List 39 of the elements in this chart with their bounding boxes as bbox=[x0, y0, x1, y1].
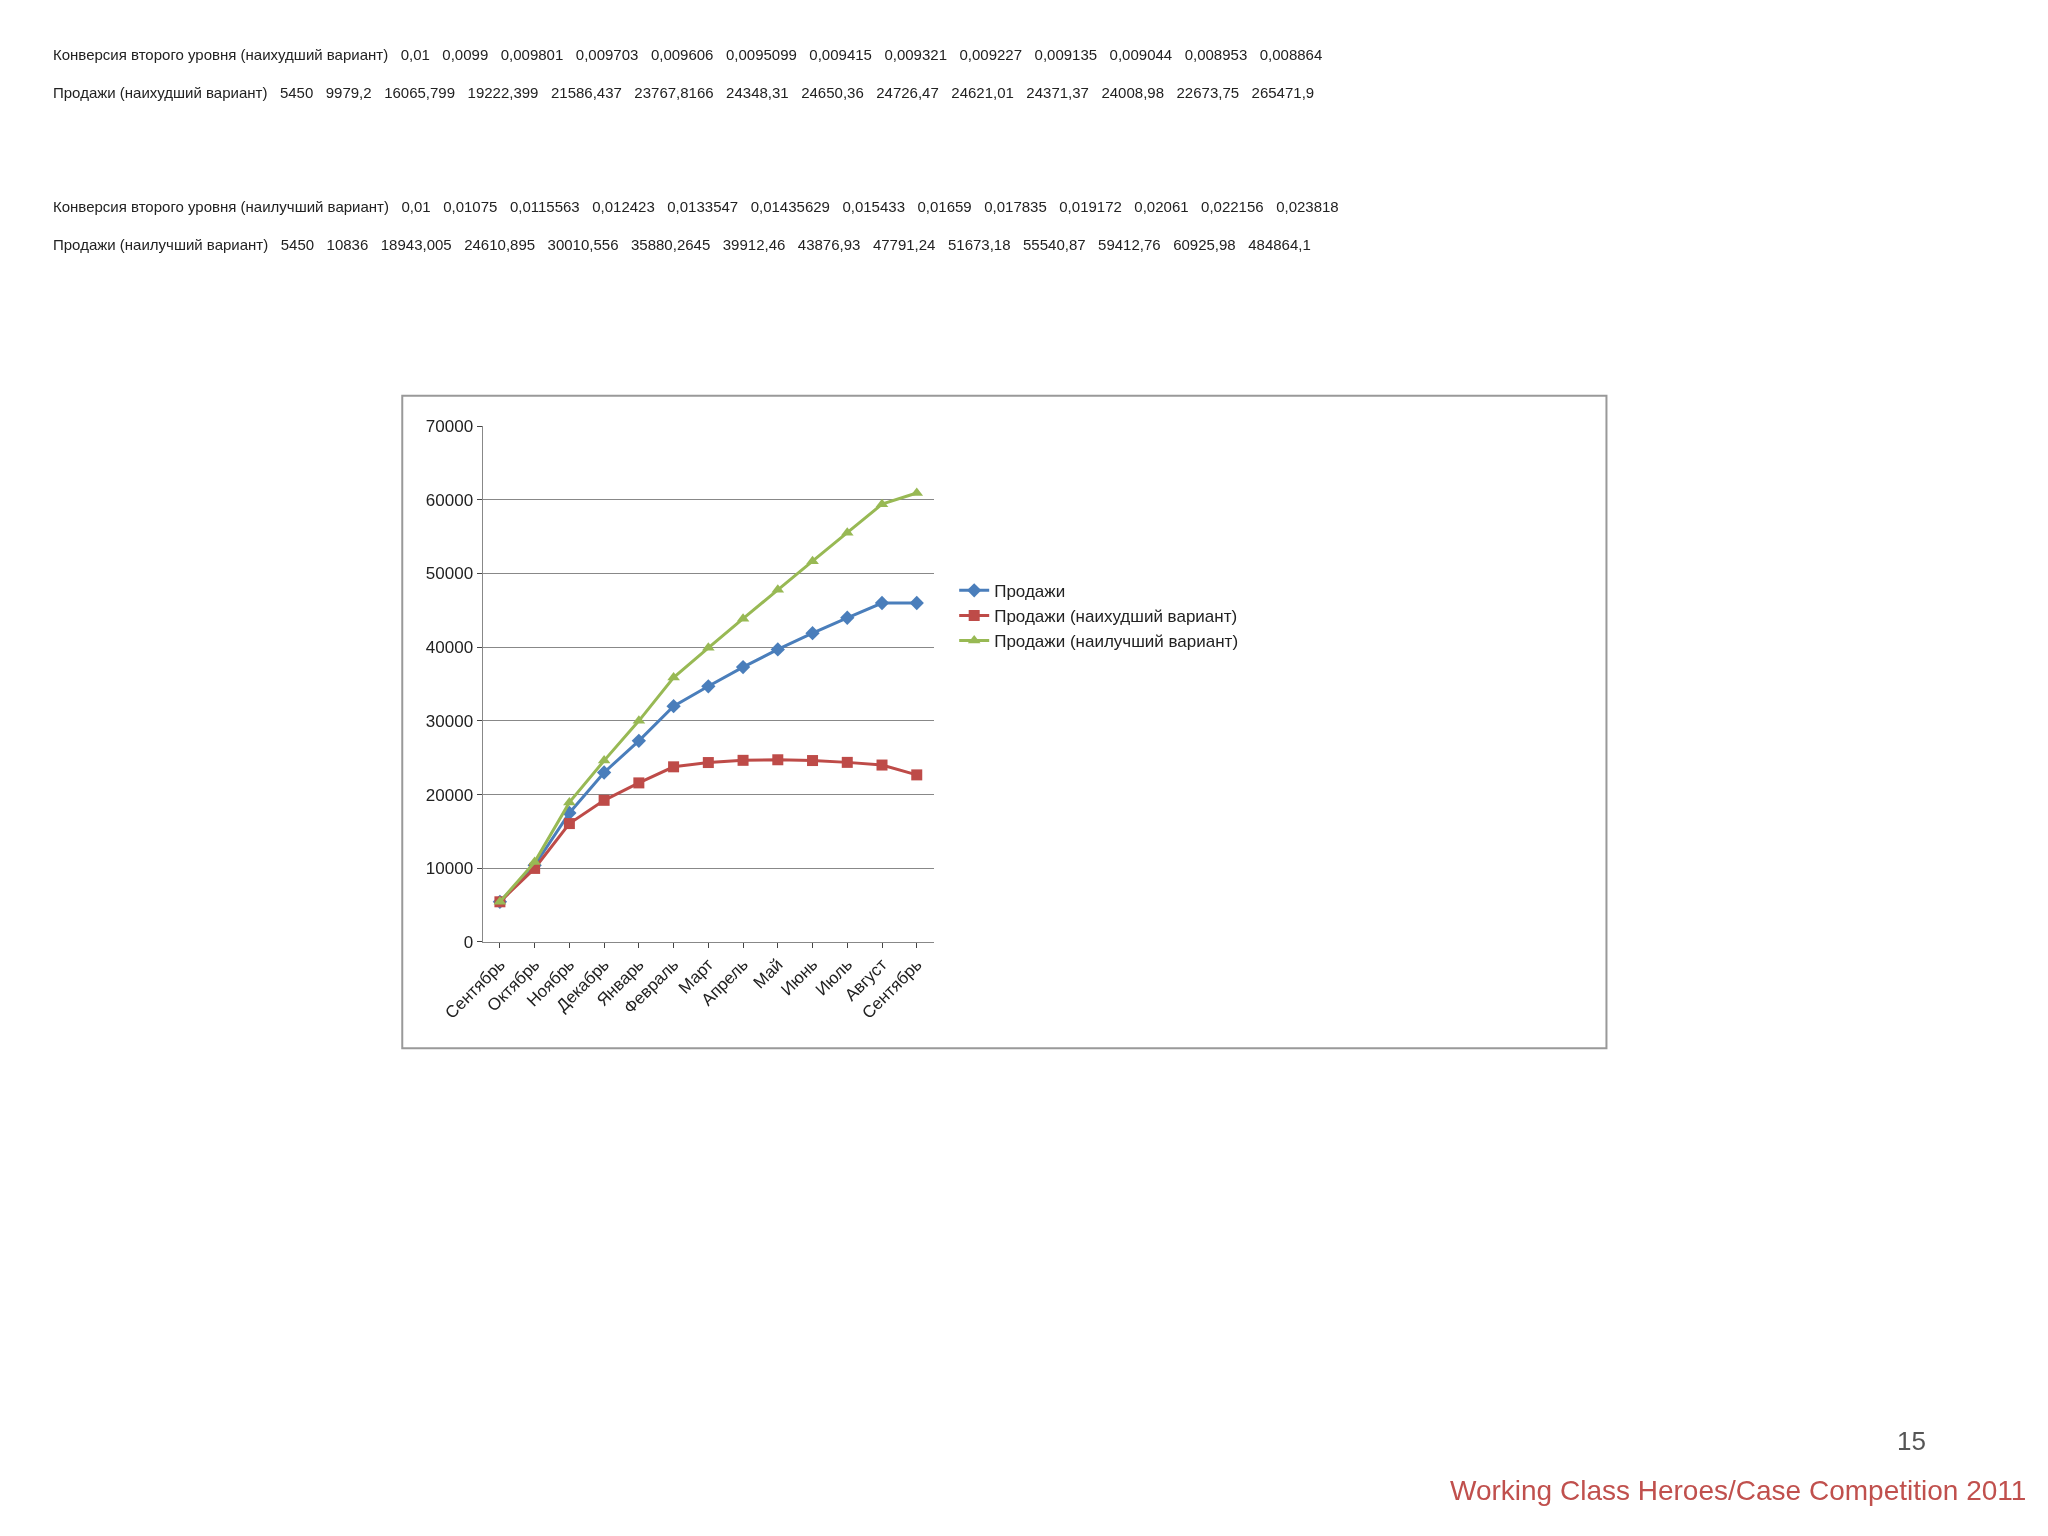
text: Конверсия второго уровня (наихудший вариант) 0,01 0,0099 0,009801 0,009703 0,009606 0,0095099 0,009415 0,009321 0,009227 0,009135 0,009044 0,008953 0,008864 bbox=[53, 46, 1323, 63]
point bbox=[701, 679, 716, 694]
point bbox=[909, 595, 924, 611]
point bbox=[563, 818, 575, 830]
point bbox=[633, 777, 645, 789]
point bbox=[911, 769, 923, 781]
legend-label: Продажи (наилучший вариант) bbox=[994, 632, 1239, 652]
y-tick-label: 40000 bbox=[425, 638, 474, 658]
y-tick-label: 60000 bbox=[425, 490, 474, 510]
y-tick-label: 50000 bbox=[425, 564, 474, 584]
text: Working Class Heroes/Case Competition 2011 bbox=[1450, 1475, 2027, 1506]
legend-label: Продажи (наихудший вариант) bbox=[994, 607, 1238, 627]
text: Продажи (наихудший вариант) 5450 9979,2 16065,799 19222,399 21586,437 23767,8166 24348,31 24650,36 24726,47 24621,01 24371,37 24008,98 22673,75 265471,9 bbox=[53, 84, 1315, 101]
point bbox=[596, 765, 612, 780]
point bbox=[735, 659, 751, 675]
y-tick-label: 70000 bbox=[425, 417, 474, 437]
y-tick-label: 30000 bbox=[425, 711, 474, 731]
point bbox=[807, 755, 819, 767]
point bbox=[874, 595, 890, 611]
y-tick-label: 0 bbox=[463, 932, 474, 952]
point bbox=[876, 759, 888, 771]
point bbox=[631, 733, 646, 748]
legend-label: Продажи bbox=[994, 581, 1066, 601]
point bbox=[840, 610, 855, 625]
point bbox=[770, 642, 785, 657]
point bbox=[666, 699, 681, 714]
text: 15 bbox=[1897, 1426, 1926, 1456]
text: Продажи (наилучший вариант) 5450 10836 18943,005 24610,895 30010,556 35880,2645 39912,46 43876,93 47791,24 51673,18 55540,87 59412,76 60925,98 484864,1 bbox=[53, 236, 1311, 253]
point bbox=[772, 754, 784, 766]
point bbox=[598, 794, 610, 806]
y-tick-label: 10000 bbox=[425, 859, 474, 879]
point bbox=[702, 757, 714, 769]
y-tick-label: 20000 bbox=[425, 785, 474, 805]
point bbox=[563, 796, 576, 806]
text: Конверсия второго уровня (наилучший вариант) 0,01 0,01075 0,0115563 0,012423 0,0133547 0,01435629 0,015433 0,01659 0,017835 0,019172 0,02061 0,022156 0,023818 bbox=[53, 198, 1339, 215]
point bbox=[668, 761, 680, 773]
point bbox=[737, 754, 749, 766]
point bbox=[805, 626, 820, 641]
point bbox=[841, 756, 853, 768]
